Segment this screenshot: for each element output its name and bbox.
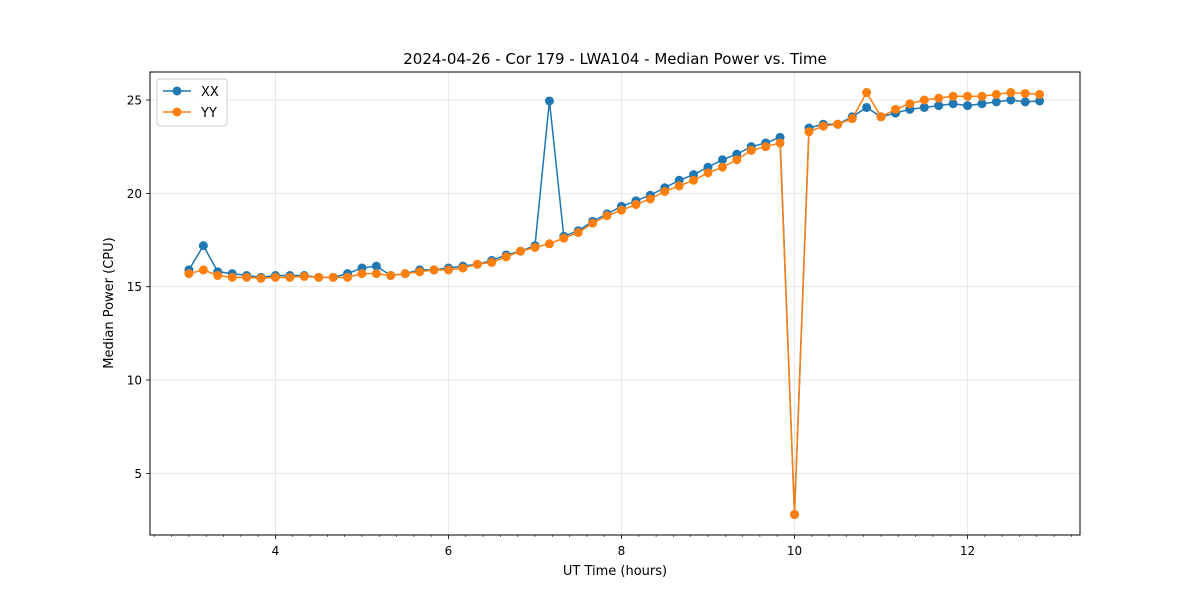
data-point-yy: [862, 88, 872, 98]
data-point-yy: [429, 265, 439, 275]
data-point-yy: [1035, 89, 1045, 99]
chart-title: 2024-04-26 - Cor 179 - LWA104 - Median P…: [403, 50, 827, 68]
data-point-xx: [198, 241, 208, 251]
data-point-yy: [1006, 88, 1016, 98]
data-point-yy: [890, 104, 900, 114]
data-point-yy: [328, 272, 338, 282]
data-point-yy: [588, 218, 598, 228]
series-layer: [184, 88, 1045, 519]
data-point-yy: [660, 186, 670, 196]
data-point-yy: [991, 89, 1001, 99]
data-point-yy: [919, 95, 929, 105]
data-point-yy: [833, 119, 843, 129]
data-point-yy: [689, 175, 699, 185]
y-tick-label: 25: [127, 94, 142, 108]
data-point-yy: [934, 93, 944, 103]
data-point-xx: [717, 155, 727, 165]
x-tick-label: 4: [272, 544, 280, 558]
data-point-yy: [847, 114, 857, 124]
data-point-yy: [415, 267, 425, 277]
data-point-yy: [458, 263, 468, 273]
data-point-yy: [703, 168, 713, 178]
data-point-yy: [761, 142, 771, 152]
x-tick-label: 6: [445, 544, 453, 558]
data-point-yy: [501, 252, 511, 262]
legend-entry-yy: YY: [163, 106, 217, 121]
data-point-yy: [472, 259, 482, 269]
data-point-yy: [184, 269, 194, 279]
data-point-xx: [948, 99, 958, 109]
data-point-xx: [1006, 95, 1016, 105]
data-point-yy: [270, 272, 280, 282]
data-point-yy: [616, 205, 626, 215]
data-point-yy: [256, 273, 266, 283]
legend-marker-yy: [172, 107, 182, 117]
data-point-xx: [544, 96, 554, 106]
data-point-xx: [862, 102, 872, 112]
legend-label-yy: YY: [200, 106, 217, 121]
legend-marker-xx: [172, 86, 182, 96]
x-axis-label: UT Time (hours): [563, 564, 667, 579]
x-tick-label: 8: [618, 544, 626, 558]
data-point-yy: [1020, 88, 1030, 98]
data-point-yy: [242, 272, 252, 282]
data-point-yy: [559, 233, 569, 243]
data-point-yy: [775, 138, 785, 148]
data-point-yy: [544, 239, 554, 249]
y-tick-label: 5: [134, 467, 142, 481]
data-point-yy: [227, 272, 237, 282]
axes: 4 6 8 10 12 5 10 15 20 25: [127, 94, 1072, 558]
x-tick-label: 12: [960, 544, 975, 558]
data-point-yy: [818, 121, 828, 131]
legend: XX YY: [156, 78, 228, 127]
data-point-xx: [991, 97, 1001, 107]
data-point-xx: [1035, 96, 1045, 106]
plot-frame: [149, 71, 1081, 536]
x-tick-label: 10: [787, 544, 802, 558]
data-point-yy: [746, 145, 756, 155]
data-point-yy: [717, 162, 727, 172]
data-point-yy: [963, 91, 973, 101]
data-point-yy: [804, 127, 814, 137]
data-point-yy: [299, 271, 309, 281]
data-point-yy: [198, 265, 208, 275]
data-point-yy: [602, 211, 612, 221]
data-point-yy: [631, 200, 641, 210]
data-point-yy: [516, 246, 526, 256]
data-point-yy: [790, 509, 800, 519]
data-point-yy: [573, 228, 583, 238]
y-tick-label: 20: [127, 187, 142, 201]
data-point-yy: [530, 242, 540, 252]
data-point-xx: [1020, 97, 1030, 107]
data-point-yy: [285, 272, 295, 282]
data-point-yy: [645, 194, 655, 204]
data-point-xx: [919, 102, 929, 112]
data-point-yy: [443, 265, 453, 275]
data-point-yy: [905, 99, 915, 109]
data-point-yy: [343, 272, 353, 282]
y-tick-label: 10: [127, 374, 142, 388]
data-point-yy: [876, 112, 886, 122]
data-point-yy: [400, 269, 410, 279]
data-point-xx: [371, 261, 381, 271]
data-point-yy: [386, 270, 396, 280]
data-point-xx: [977, 99, 987, 109]
data-point-yy: [357, 269, 367, 279]
data-point-yy: [674, 181, 684, 191]
data-point-xx: [934, 101, 944, 111]
data-point-yy: [371, 269, 381, 279]
data-point-yy: [314, 272, 324, 282]
data-point-yy: [948, 91, 958, 101]
legend-label-xx: XX: [201, 85, 219, 100]
y-axis-label: Median Power (CPU): [102, 237, 117, 368]
data-point-yy: [732, 155, 742, 165]
y-tick-label: 15: [127, 280, 142, 294]
data-point-yy: [977, 91, 987, 101]
data-point-yy: [487, 257, 497, 267]
series-yy: [184, 88, 1045, 519]
data-point-xx: [963, 101, 973, 111]
legend-entry-xx: XX: [163, 85, 219, 100]
data-point-yy: [213, 270, 223, 280]
